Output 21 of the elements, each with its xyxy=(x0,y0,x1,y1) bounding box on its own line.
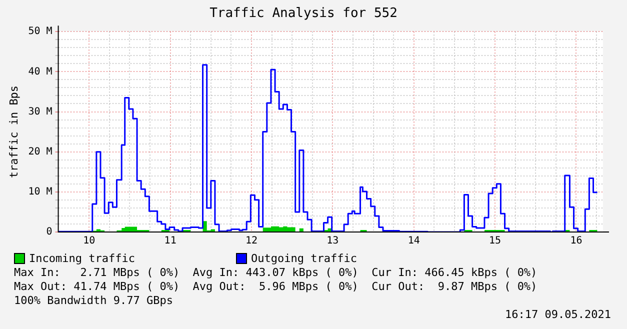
x-tick-label: 12 xyxy=(245,236,258,247)
y-tick-label: 20 M xyxy=(28,146,52,158)
x-tick-label: 10 xyxy=(83,236,96,247)
y-axis-title: traffic in Bps xyxy=(7,85,20,178)
y-tick-label: 30 M xyxy=(28,106,52,118)
text: 100% Bandwidth 9.77 GBps xyxy=(14,294,173,307)
chart-title: Traffic Analysis for 552 xyxy=(210,6,398,22)
y-tick-label: 0 xyxy=(46,226,52,238)
x-tick-label: 16 xyxy=(570,236,582,247)
x-tick-label: 11 xyxy=(164,236,176,247)
x-tick-label: 13 xyxy=(326,236,339,247)
text: Max Out: 41.74 MBps ( 0%) Avg Out: 5.96 MBps ( 0%) Cur Out: 9.87 MBps ( 0%) xyxy=(14,280,538,293)
text: 16:17 09.05.2021 xyxy=(505,308,611,321)
y-tick-label: 40 M xyxy=(28,66,52,78)
legend-label: Outgoing traffic xyxy=(251,252,357,265)
x-tick-label: 14 xyxy=(408,236,420,247)
y-tick-label: 50 M xyxy=(28,26,52,38)
text: Max In: 2.71 MBps ( 0%) Avg In: 443.07 kBps ( 0%) Cur In: 466.45 kBps ( 0%) xyxy=(14,266,538,279)
y-tick-label: 10 M xyxy=(28,186,52,198)
legend-label: Incoming traffic xyxy=(29,252,135,265)
x-tick-label: 15 xyxy=(489,236,502,247)
